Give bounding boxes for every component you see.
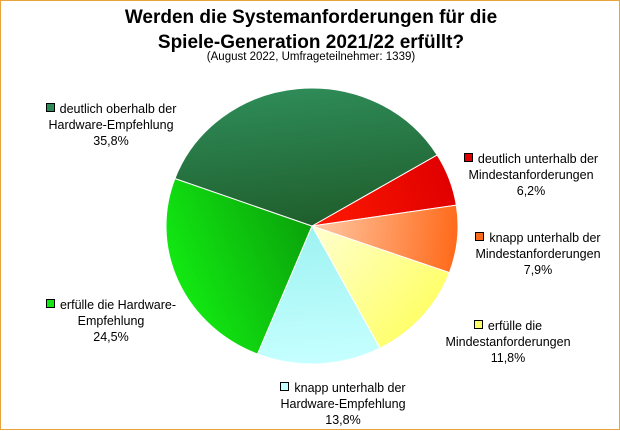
pie-slice-6 (174, 87, 438, 227)
legend-swatch-4 (280, 382, 290, 391)
chart-title: Werden die Systemanforderungen für die S… (1, 5, 620, 55)
slice-value-label-2: 7,9% (523, 263, 553, 277)
chart-title-line-1: Werden die Systemanforderungen für die (124, 7, 498, 28)
slice-label-5-line-1: erfülle die Hardware- (31, 297, 191, 313)
slice-label-text: knapp unterhalb der (489, 231, 601, 245)
chart-subtitle: (August 2022, Umfrageteilnehmer: 1339) (206, 51, 416, 63)
pie-slice-4 (256, 224, 381, 365)
slice-label-6: deutlich oberhalb der Hardware-Empfehlung… (31, 101, 191, 149)
slice-label-1-line-2: Mindestanforderungen (468, 168, 594, 182)
legend-swatch-6 (45, 103, 55, 112)
legend-swatch-1 (463, 153, 473, 162)
slice-label-4-line-1: knapp unterhalb der (263, 380, 423, 396)
slice-value-label-3: 11,8% (490, 351, 526, 365)
pie-slice-3 (310, 225, 451, 349)
slice-label-text: knapp unterhalb der (294, 381, 406, 395)
slice-label-1: deutlich unterhalb der Mindestanforderung… (456, 151, 606, 199)
slice-value-label-1: 6,2% (516, 184, 546, 198)
slice-label-3-line-1: erfülle die (433, 318, 583, 334)
slice-label-4: knapp unterhalb der Hardware-Empfehlung 13… (263, 380, 423, 428)
pie-slice-5 (165, 177, 313, 355)
slice-label-2: knapp unterhalb der Mindestanforderungen 7… (463, 230, 613, 278)
chart-title-line-2: Spiele-Generation 2021/22 erfüllt? (157, 32, 465, 53)
slice-label-2-line-1: knapp unterhalb der (463, 230, 613, 246)
slice-label-text: erfülle die (487, 319, 543, 333)
slice-value-label-5: 24,5% (93, 330, 129, 344)
slice-label-3-line-2: Mindestanforderungen (445, 335, 571, 349)
slice-label-text: erfülle die Hardware- (59, 298, 177, 312)
slice-value-label-6: 35,8% (93, 134, 129, 148)
legend-swatch-5 (45, 299, 55, 308)
slice-label-text: deutlich oberhalb der (59, 102, 177, 116)
slice-value-label-4: 13,8% (325, 413, 361, 427)
slice-label-2-line-2: Mindestanforderungen (475, 247, 601, 261)
slice-label-text: deutlich unterhalb der (477, 152, 599, 166)
slice-label-5-line-2: Empfehlung (77, 314, 145, 328)
slice-label-6-line-1: deutlich oberhalb der (31, 101, 191, 117)
slice-label-6-line-2: Hardware-Empfehlung (48, 118, 174, 132)
slice-label-3: erfülle die Mindestanforderungen 11,8% (433, 318, 583, 366)
slice-label-5: erfülle die Hardware- Empfehlung 24,5% (31, 297, 191, 345)
legend-swatch-2 (475, 232, 485, 241)
slice-label-1-line-1: deutlich unterhalb der (456, 151, 606, 167)
legend-swatch-3 (473, 320, 483, 329)
slice-label-4-line-2: Hardware-Empfehlung (280, 397, 406, 411)
